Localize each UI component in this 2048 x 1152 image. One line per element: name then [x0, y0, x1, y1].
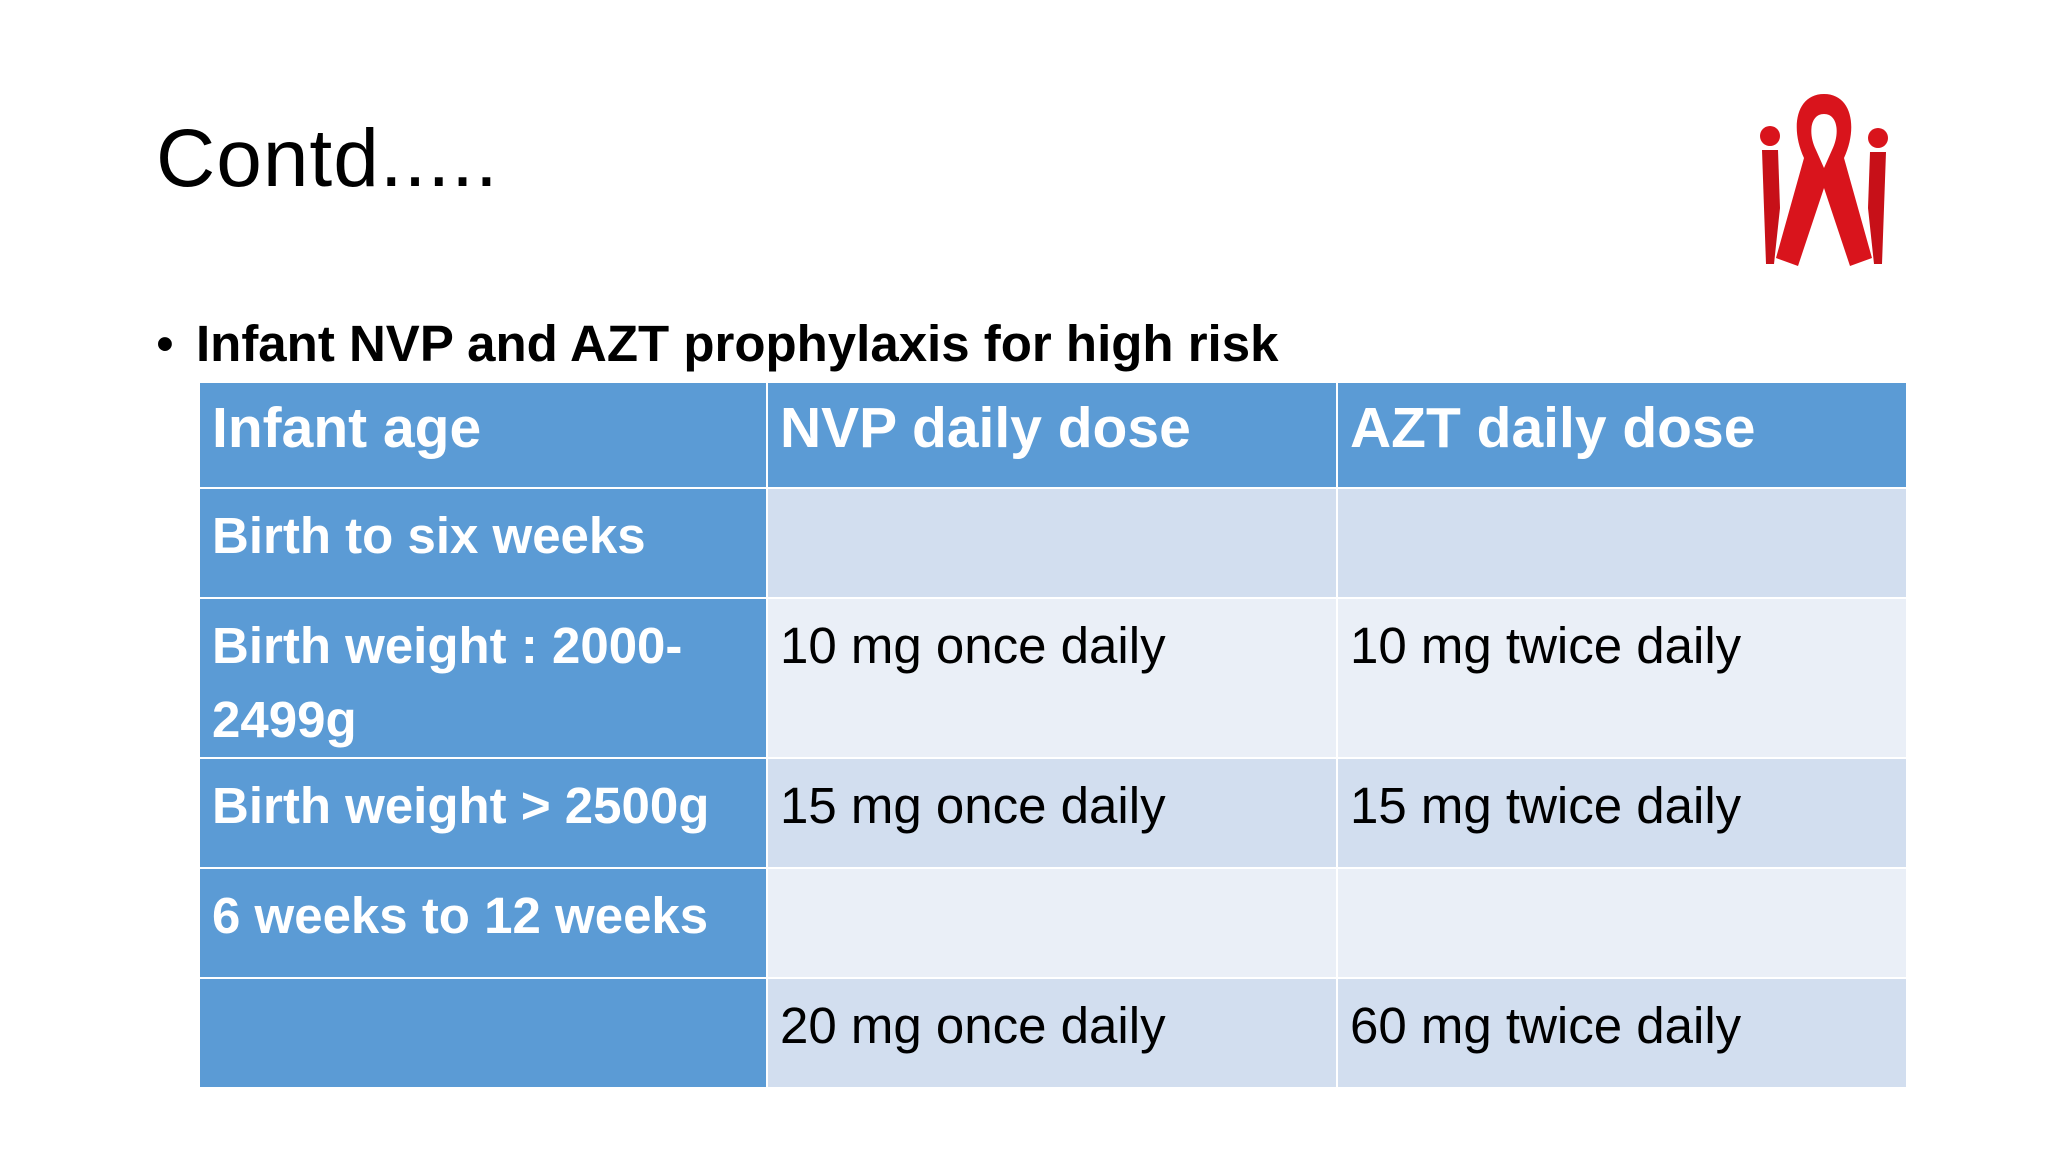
row-label-cell: 6 weeks to 12 weeks	[198, 866, 768, 979]
dose-cell: 20 mg once daily	[766, 976, 1338, 1089]
header-cell: Infant age	[198, 381, 768, 489]
dose-cell: 10 mg once daily	[766, 597, 1338, 759]
table-row: 6 weeks to 12 weeks	[198, 866, 1908, 979]
header-cell: NVP daily dose	[766, 381, 1338, 489]
dose-cell: 60 mg twice daily	[1336, 976, 1908, 1089]
bullet-item: • Infant NVP and AZT prophylaxis for high…	[156, 318, 1278, 369]
dose-cell	[766, 866, 1338, 979]
table-body: Birth to six weeks Birth weight : 2000-24…	[198, 487, 1908, 1089]
dose-cell: 15 mg twice daily	[1336, 756, 1908, 869]
slide-title: Contd.....	[156, 113, 499, 204]
header-cell: AZT daily dose	[1336, 381, 1908, 489]
row-label-cell: Birth weight : 2000-2499g	[198, 597, 768, 759]
table-row: Birth weight : 2000-2499g 10 mg once dail…	[198, 597, 1908, 759]
dose-cell	[766, 487, 1338, 599]
table-row: 20 mg once daily 60 mg twice daily	[198, 976, 1908, 1089]
ribbon-logo	[1760, 94, 1888, 266]
dose-table: Infant age NVP daily dose AZT daily dose B…	[198, 381, 1908, 1089]
dose-cell	[1336, 866, 1908, 979]
row-label-cell	[198, 976, 768, 1089]
dose-cell	[1336, 487, 1908, 599]
table-row: Birth weight > 2500g 15 mg once daily 15 m…	[198, 756, 1908, 869]
bullet-dot: •	[156, 315, 174, 372]
dose-cell: 15 mg once daily	[766, 756, 1338, 869]
table-row: Birth to six weeks	[198, 487, 1908, 599]
dose-cell: 10 mg twice daily	[1336, 597, 1908, 759]
bullet-text: Infant NVP and AZT prophylaxis for high …	[196, 315, 1279, 372]
row-label-cell: Birth to six weeks	[198, 487, 768, 599]
header-row: Infant age NVP daily dose AZT daily dose	[198, 381, 1908, 489]
row-label-cell: Birth weight > 2500g	[198, 756, 768, 869]
